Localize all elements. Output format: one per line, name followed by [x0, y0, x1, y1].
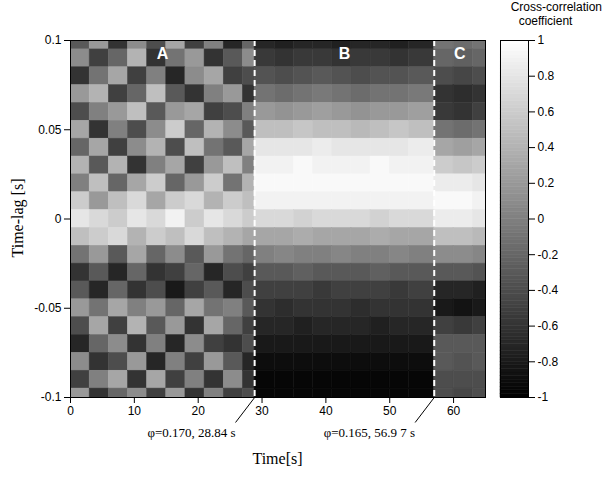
svg-text:50: 50 — [383, 404, 397, 418]
svg-text:-0.6: -0.6 — [538, 319, 559, 333]
svg-text:-0.8: -0.8 — [538, 355, 559, 369]
svg-text:0.6: 0.6 — [538, 105, 555, 119]
html-text:Time[s]: Time[s] — [252, 450, 303, 467]
svg-text:60: 60 — [447, 404, 461, 418]
svg-text:0.2: 0.2 — [538, 176, 555, 190]
svg-text:0.1: 0.1 — [45, 33, 62, 47]
svg-text:40: 40 — [319, 404, 333, 418]
svg-text:-0.1: -0.1 — [41, 390, 62, 404]
svg-text:0: 0 — [538, 212, 545, 226]
html-text:Cross-correlation: Cross-correlation — [510, 0, 602, 14]
svg-text:B: B — [339, 45, 351, 62]
svg-text:10: 10 — [128, 404, 142, 418]
html-text:Time-lag [s]: Time-lag [s] — [9, 178, 26, 258]
svg-text:-0.05: -0.05 — [34, 301, 62, 315]
svg-text:-0.2: -0.2 — [538, 248, 559, 262]
svg-text:0: 0 — [55, 212, 62, 226]
svg-text:0.05: 0.05 — [38, 123, 62, 137]
svg-text:φ=0.165, 56.9 7 s: φ=0.165, 56.9 7 s — [324, 425, 415, 440]
svg-text:C: C — [454, 45, 466, 62]
svg-text:0.4: 0.4 — [538, 140, 555, 154]
svg-text:0: 0 — [67, 404, 74, 418]
svg-text:0.8: 0.8 — [538, 69, 555, 83]
html-text:coefficient: coefficient — [518, 14, 573, 28]
svg-text:φ=0.170, 28.84 s: φ=0.170, 28.84 s — [147, 425, 235, 440]
svg-text:A: A — [157, 45, 169, 62]
svg-text:30: 30 — [255, 404, 269, 418]
svg-text:1: 1 — [538, 33, 545, 47]
svg-text:-1: -1 — [538, 390, 549, 404]
svg-text:-0.4: -0.4 — [538, 283, 559, 297]
svg-text:20: 20 — [192, 404, 206, 418]
